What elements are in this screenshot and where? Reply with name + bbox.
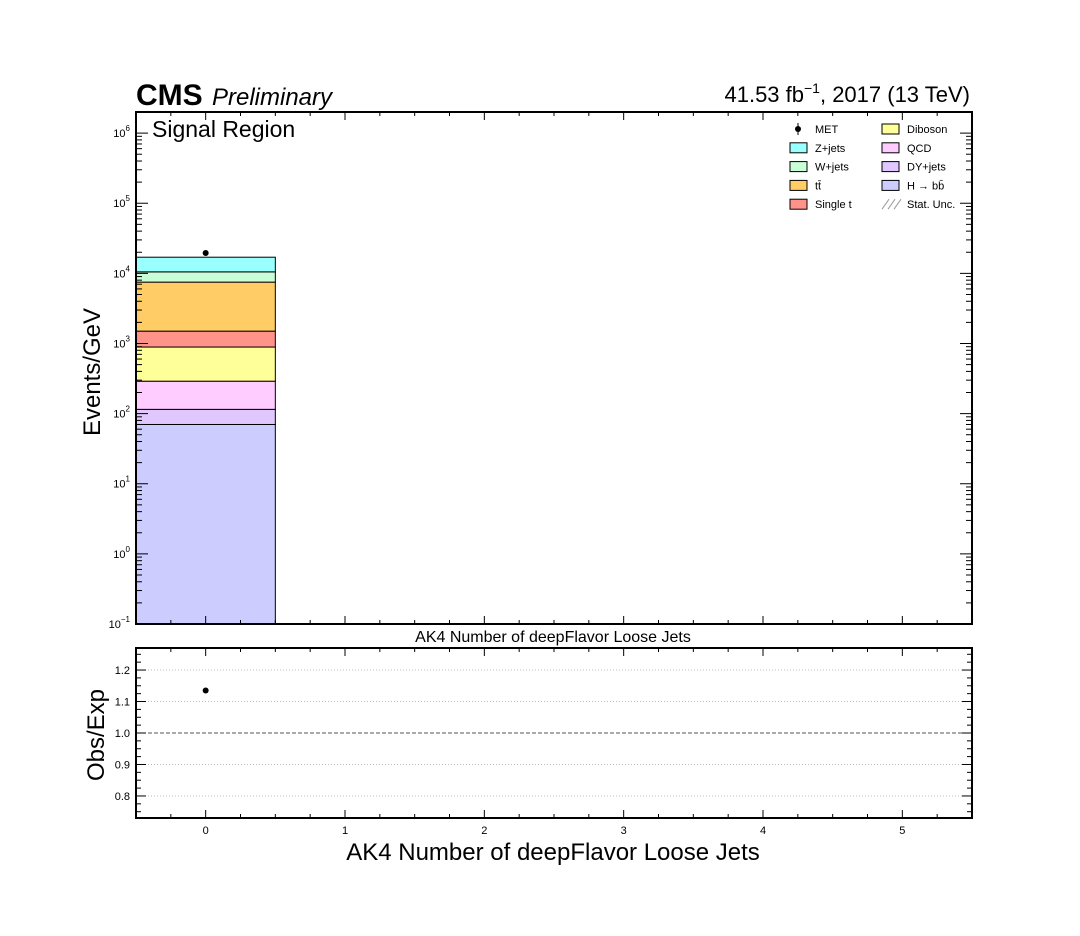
ratio-x-tick-label: 1 <box>342 825 348 837</box>
ratio-x-tick-label: 3 <box>621 825 627 837</box>
lumi-rest: , 2017 (13 TeV) <box>820 82 970 107</box>
legend-swatch-z-jets <box>789 142 808 154</box>
ratio-y-tick-label: 0.8 <box>115 791 130 803</box>
preliminary-label: Preliminary <box>212 84 334 111</box>
legend-hatch-line <box>887 198 896 210</box>
legend-swatch-h-bb <box>881 179 900 191</box>
y-tick-label: 10−1 <box>109 615 131 631</box>
ratio-gridlines <box>136 669 972 797</box>
y-tick-label-exp: 5 <box>126 194 131 203</box>
ratio-x-tick-label: 0 <box>203 825 209 837</box>
legend-swatch-w-jets <box>789 161 808 173</box>
y-tick-label: 105 <box>113 194 130 210</box>
legend-swatch-ttbar <box>789 179 808 191</box>
y-tick-label-base: 10 <box>113 549 125 561</box>
main-x-axis-label: AK4 Number of deepFlavor Loose Jets <box>415 629 691 646</box>
bar-z-jets <box>135 256 276 273</box>
legend-label-dy-jets: DY+jets <box>907 162 946 174</box>
bar-single-t <box>135 330 276 348</box>
y-tick-label: 102 <box>113 405 130 421</box>
legend-swatch-dy-jets <box>881 161 900 173</box>
ratio-x-tick-label: 5 <box>899 825 905 837</box>
y-tick-label-base: 10 <box>113 268 125 280</box>
y-tick-label-exp: 2 <box>126 405 131 414</box>
legend-label-h-bb: H → bb̄ <box>907 180 944 193</box>
legend-label-single-t: Single t <box>815 199 852 211</box>
stacked-bars <box>135 256 276 625</box>
bar-w-jets <box>135 271 276 283</box>
legend: MET Z+jets W+jets tt̄ Single t Diboson QCD DY+j… <box>789 123 955 211</box>
y-tick-label: 101 <box>113 475 130 491</box>
main-y-axis-label: Events/GeV <box>79 308 106 436</box>
y-tick-label-base: 10 <box>109 619 121 631</box>
ratio-points <box>202 687 209 694</box>
lumi-value: 41.53 fb <box>724 82 804 107</box>
bar-qcd <box>135 380 276 410</box>
y-tick-label: 104 <box>113 264 130 280</box>
y-tick-label-exp: 3 <box>126 334 131 343</box>
ratio-y-axis-label: Obs/Exp <box>83 689 110 781</box>
y-tick-label-exp: 6 <box>126 124 131 133</box>
ratio-x-axis-label: AK4 Number of deepFlavor Loose Jets <box>346 839 760 866</box>
region-label: Signal Region <box>152 116 295 142</box>
bar-dy-jets <box>135 408 276 425</box>
ratio-plot-panel: 0 1 2 3 4 5 0.8 0.9 1.0 1.1 1.2 Obs/Exp AK4 Number… <box>83 647 973 866</box>
ratio-y-tick-label: 0.9 <box>115 759 130 771</box>
y-tick-label-exp: 1 <box>126 475 131 484</box>
lumi-exponent: −1 <box>804 80 820 96</box>
ratio-y-tick-label: 1.1 <box>115 697 130 709</box>
ratio-plot-frame <box>135 647 973 819</box>
ratio-x-tick-label: 4 <box>760 825 766 837</box>
y-tick-label-base: 10 <box>113 338 125 350</box>
data-points <box>202 250 209 257</box>
legend-hatch-line <box>881 198 890 210</box>
ratio-y-tick-label: 1.2 <box>115 665 130 677</box>
legend-swatch-single-t <box>789 198 808 210</box>
y-tick-label-base: 10 <box>113 409 125 421</box>
legend-label-tt: tt̄ <box>815 180 821 192</box>
lumi-label: 41.53 fb−1, 2017 (13 TeV) <box>724 80 970 107</box>
y-tick-label-base: 10 <box>113 479 125 491</box>
legend-label-qcd: QCD <box>907 143 932 155</box>
cms-label: CMS <box>136 79 203 112</box>
main-plot-frame <box>135 111 973 625</box>
y-tick-label: 106 <box>113 124 130 140</box>
bar-ttbar <box>135 281 276 332</box>
y-tick-label: 100 <box>113 545 130 561</box>
legend-label-z-jets: Z+jets <box>815 143 846 155</box>
y-tick-label-exp: −1 <box>121 615 131 624</box>
y-tick-label-base: 10 <box>113 198 125 210</box>
bar-diboson <box>135 346 276 382</box>
bar-h-bb <box>135 423 276 625</box>
legend-swatch-diboson <box>881 123 900 135</box>
legend-swatch-qcd <box>881 142 900 154</box>
y-tick-label: 103 <box>113 334 130 350</box>
ratio-x-tick-label: 2 <box>481 825 487 837</box>
y-tick-label-base: 10 <box>113 128 125 140</box>
data-point-met <box>202 250 209 257</box>
legend-label-stat-unc: Stat. Unc. <box>907 199 955 211</box>
legend-label-w-jets: W+jets <box>815 162 849 174</box>
ratio-axis-ticks: 0 1 2 3 4 5 0.8 0.9 1.0 1.1 1.2 <box>115 648 973 837</box>
legend-label-met: MET <box>815 124 839 136</box>
ratio-y-tick-label: 1.0 <box>115 728 130 740</box>
legend-label-diboson: Diboson <box>907 124 947 136</box>
legend-hatch-line <box>893 198 902 210</box>
y-tick-label-exp: 0 <box>126 545 131 554</box>
ratio-point <box>202 687 209 694</box>
y-tick-label-exp: 4 <box>126 264 131 273</box>
